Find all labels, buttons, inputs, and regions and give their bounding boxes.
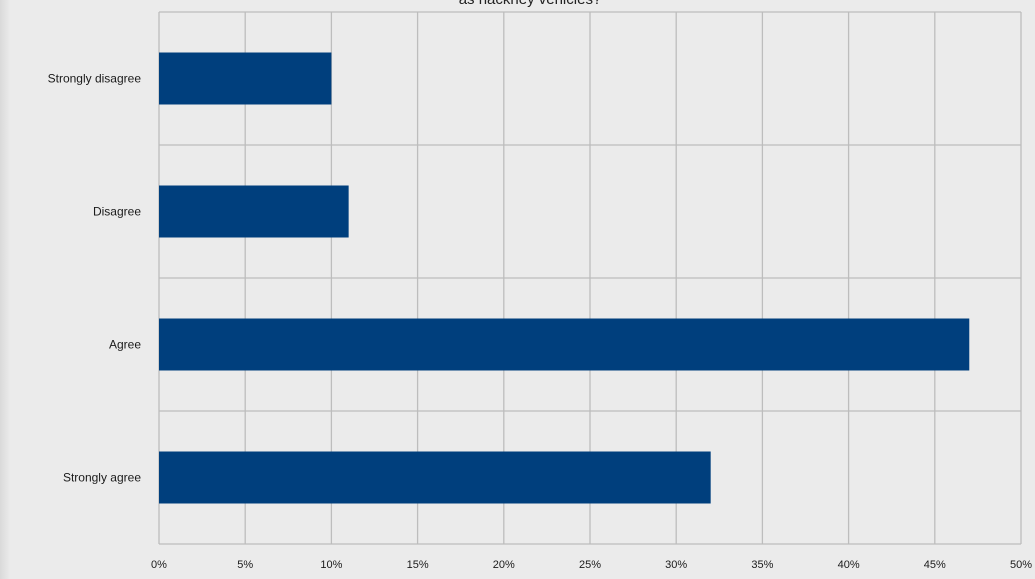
x-tick-label: 35%	[751, 559, 773, 571]
x-tick-label: 10%	[320, 559, 342, 571]
x-tick-label: 40%	[838, 559, 860, 571]
category-labels: Strongly disagree Disagree Agree Strongly a…	[48, 72, 142, 485]
bars	[159, 52, 970, 504]
bar	[159, 52, 332, 105]
category-label: Strongly disagree	[48, 72, 142, 86]
x-tick-label: 15%	[407, 559, 429, 571]
x-tick-label: 50%	[1010, 559, 1032, 571]
chart-title: as hackney vehicles?	[380, 0, 680, 8]
x-tick-label: 30%	[665, 559, 687, 571]
x-tick-labels: 0% 5% 10% 15% 20% 25% 30% 35% 40% 45% 50%	[151, 559, 1032, 571]
category-label: Disagree	[93, 205, 141, 219]
x-tick-label: 0%	[151, 559, 167, 571]
x-tick-label: 5%	[237, 559, 253, 571]
bar	[159, 318, 970, 371]
x-tick-label: 45%	[924, 559, 946, 571]
bar	[159, 451, 711, 504]
category-label: Strongly agree	[63, 471, 141, 485]
bar	[159, 185, 349, 238]
x-tick-label: 25%	[579, 559, 601, 571]
x-tick-label: 20%	[493, 559, 515, 571]
category-label: Agree	[109, 338, 141, 352]
